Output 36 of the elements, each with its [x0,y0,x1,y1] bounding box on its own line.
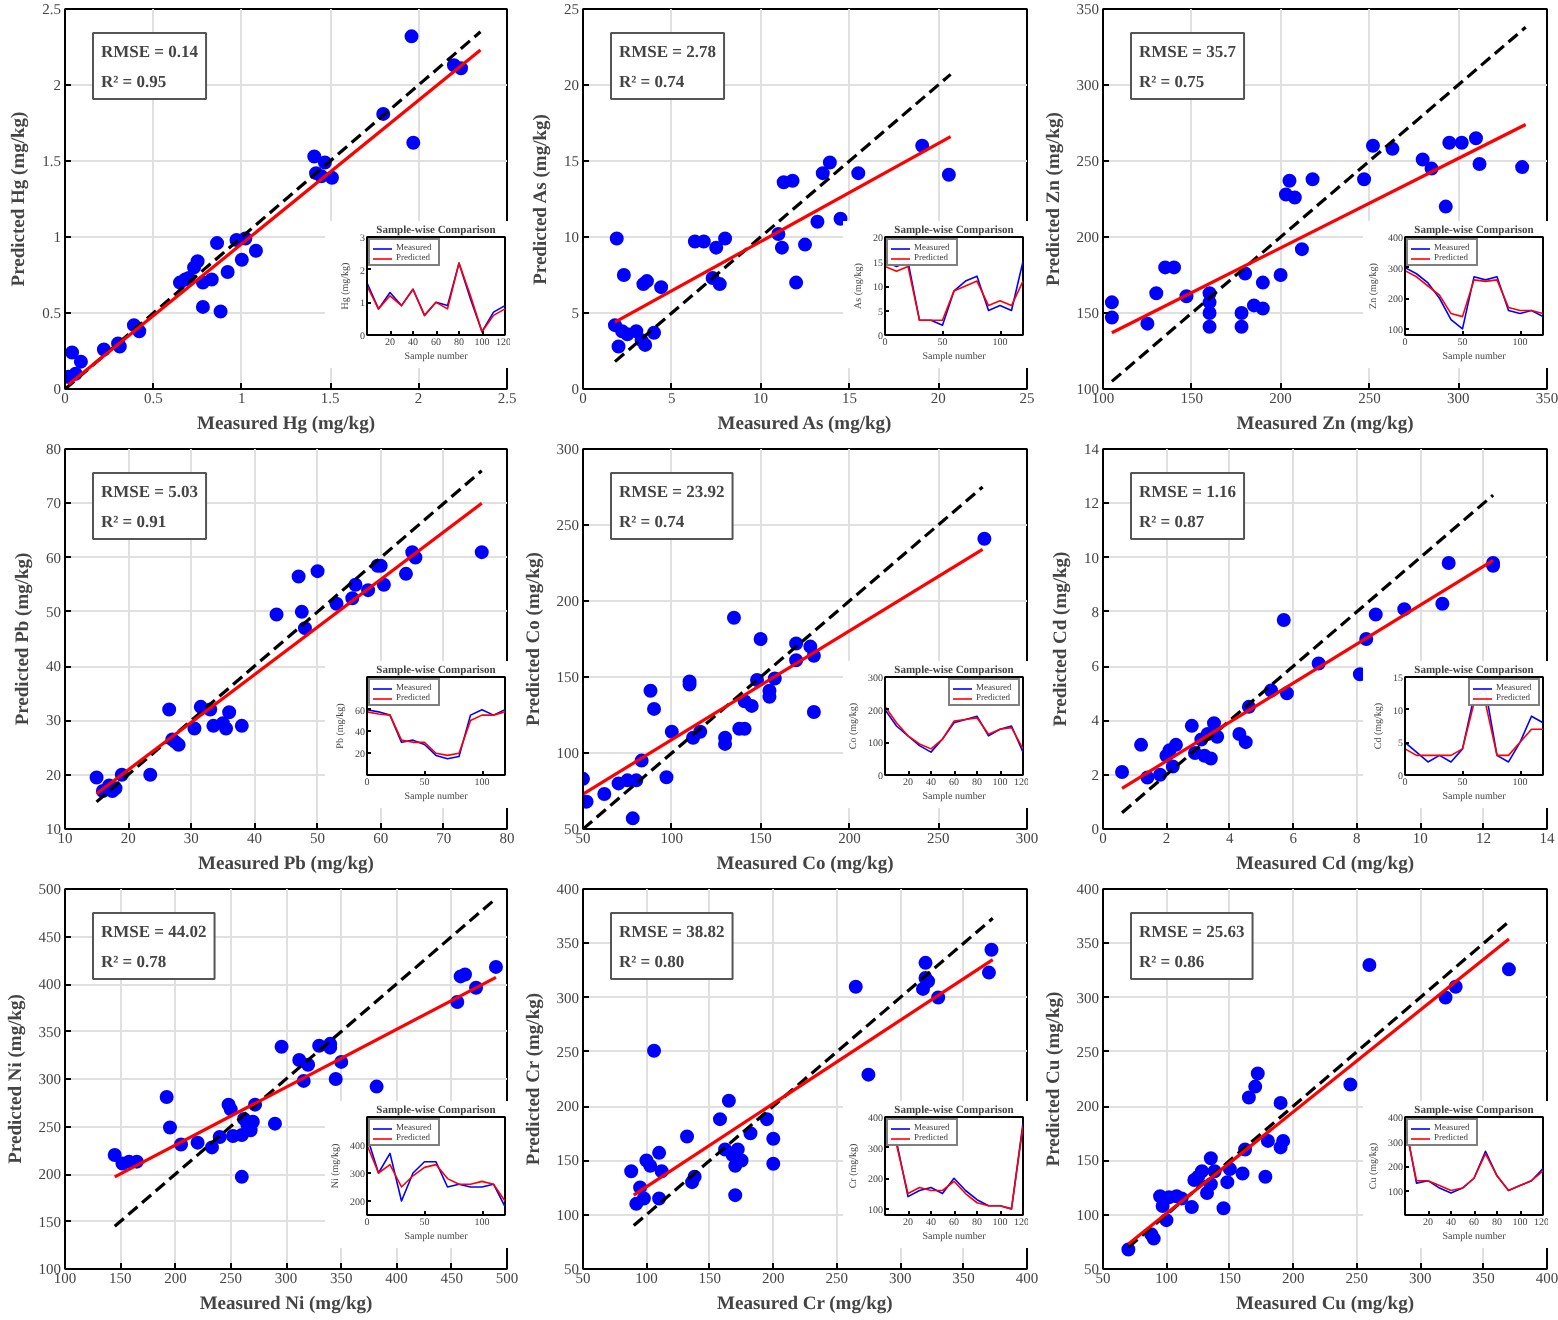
y-axis-title: Predicted Cd (mg/kg) [1052,551,1072,727]
annotation: R² = 0.74 [619,71,686,91]
x-axis-title: Measured Co (mg/kg) [716,855,894,875]
annotation: RMSE = 5.03 [101,481,199,501]
annotation: RMSE = 1.16 [1139,481,1237,501]
y-axis-title: Predicted Hg (mg/kg) [10,111,31,287]
annotation: R² = 0.75 [1139,71,1205,91]
x-axis-title: Measured Cd (mg/kg) [1235,855,1415,875]
annotation: R² = 0.80 [619,951,685,971]
annotation: R² = 0.95 [101,71,167,91]
x-axis-title: Measured Pb (mg/kg) [198,855,374,875]
annotation: RMSE = 38.82 [619,921,725,941]
x-axis-title: Measured Zn (mg/kg) [1236,415,1414,435]
annotation: RMSE = 44.02 [101,921,207,941]
x-axis-title: Measured Hg (mg/kg) [196,415,376,435]
annotation: R² = 0.78 [101,951,167,971]
x-axis-title: Measured Cr (mg/kg) [717,1295,893,1315]
y-axis-title: Predicted Co (mg/kg) [524,552,545,726]
y-axis-title: Predicted As (mg/kg) [532,114,552,285]
y-axis-title: Predicted Zn (mg/kg) [1044,112,1065,286]
annotation: RMSE = 35.7 [1139,41,1238,61]
x-axis-title: Measured As (mg/kg) [717,415,892,435]
annotation: RMSE = 0.14 [101,41,200,61]
annotation: R² = 0.87 [1139,511,1206,531]
annotation: R² = 0.91 [101,511,167,531]
annotation: R² = 0.86 [1139,951,1205,971]
annotation: R² = 0.74 [619,511,686,531]
annotation: RMSE = 2.78 [619,41,717,61]
y-axis-title: Predicted Cr (mg/kg) [524,992,545,1166]
y-axis-title: Predicted Ni (mg/kg) [6,994,27,1164]
y-axis-title: Predicted Cu (mg/kg) [1044,991,1065,1167]
annotation: RMSE = 23.92 [619,481,725,501]
x-axis-title: Measured Cu (mg/kg) [1235,1295,1415,1315]
annotation: RMSE = 25.63 [1139,921,1245,941]
y-axis-title: Predicted Pb (mg/kg) [14,552,34,726]
x-axis-title: Measured Ni (mg/kg) [199,1295,373,1315]
